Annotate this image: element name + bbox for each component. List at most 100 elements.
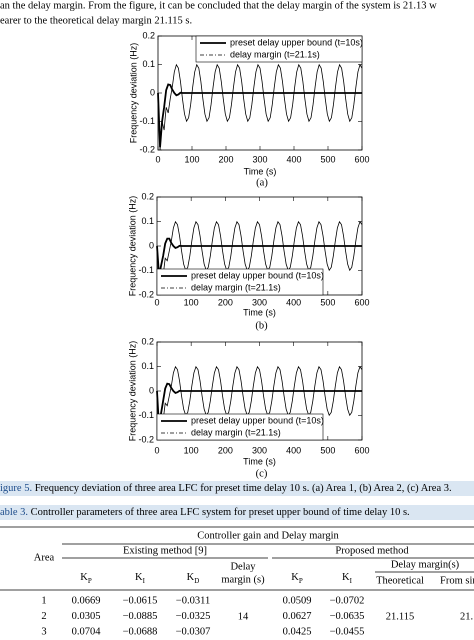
x-tick-label: 300: [252, 297, 267, 307]
y-axis-label: Frequency deviation (Hz): [127, 341, 137, 442]
y-tick-label: 0.1: [142, 59, 155, 69]
table-header: Controller gain and Delay margin: [197, 530, 339, 541]
table-cell: 21.1: [460, 611, 474, 622]
table-header: Theoretical: [376, 575, 424, 586]
y-tick-label: 0.2: [142, 30, 155, 40]
table-cell: −0.0455: [330, 626, 365, 637]
legend-label: preset delay upper bound (t=10s): [191, 270, 324, 280]
y-tick-label: 0.2: [141, 336, 154, 346]
table-cell: −0.0311: [176, 595, 210, 606]
table-header: Existing method [9]: [123, 545, 207, 556]
table-header: KP: [80, 572, 92, 584]
header-base: K: [80, 572, 88, 583]
legend-label: preset delay upper bound (t=10s): [230, 37, 363, 47]
table-header: Delay: [230, 561, 256, 572]
x-tick-label: 600: [354, 445, 369, 455]
data-line: [156, 220, 363, 291]
header-sub: P: [299, 577, 303, 585]
legend-label: delay margin (t=21.1s): [230, 49, 320, 59]
x-tick-label: 500: [320, 297, 335, 307]
x-tick-label: 0: [154, 297, 159, 307]
legend-box: [156, 268, 324, 296]
table-cell: 0.0704: [72, 626, 102, 637]
table-cell: −0.0635: [330, 611, 365, 622]
y-tick-label: -0.1: [138, 410, 154, 420]
header-base: K: [187, 572, 195, 583]
x-tick-label: 100: [184, 445, 199, 455]
figure-subcaption: (c): [256, 468, 268, 479]
x-tick-label: 200: [218, 297, 233, 307]
legend-box: [195, 35, 363, 63]
table-rules: [0, 526, 474, 591]
body-text: an the delay margin. From the figure, it…: [0, 0, 437, 11]
y-axis-label: Frequency deviation (Hz): [127, 196, 137, 297]
table-header: KI: [342, 572, 353, 584]
caption-label: igure 5.: [0, 483, 32, 494]
legend-label: delay margin (t=21.1s): [191, 282, 281, 292]
table-cell: −0.0307: [176, 626, 211, 637]
table-cell: −0.0702: [330, 595, 365, 606]
caption-text: Controller parameters of three area LFC …: [31, 507, 410, 518]
table-cell: 0.0627: [283, 611, 312, 622]
data-line: [156, 365, 363, 438]
x-tick-label: 600: [354, 297, 369, 307]
x-tick-label: 600: [354, 154, 369, 164]
x-tick-label: 400: [286, 154, 301, 164]
y-axis-label: Frequency deviation (Hz): [128, 43, 138, 144]
legend-box: [156, 413, 324, 441]
caption-text: Frequency deviation of three area LFC fo…: [35, 483, 452, 494]
y-tick-label: 0.1: [141, 216, 154, 226]
y-tick-label: -0.1: [139, 116, 155, 126]
x-tick-label: 300: [252, 154, 267, 164]
y-tick-label: 0: [149, 385, 154, 395]
y-tick-label: 0.1: [141, 361, 154, 371]
y-tick-label: -0.2: [138, 289, 154, 299]
table-cell: −0.0688: [123, 626, 158, 637]
table-cell: 0.0425: [283, 626, 312, 637]
y-tick-label: 0: [150, 87, 155, 97]
figure-subcaption: (b): [255, 320, 268, 331]
y-tick-label: -0.2: [139, 144, 155, 154]
table-cell: 0.0669: [72, 595, 101, 606]
table-header: KD: [187, 572, 200, 584]
y-tick-label: -0.1: [138, 265, 154, 275]
x-tick-label: 100: [184, 154, 199, 164]
x-axis-label: Time (s): [243, 307, 276, 317]
table-cell: 14: [238, 611, 249, 622]
body-text: earer to the theoretical delay margin 21…: [0, 15, 192, 26]
table-header: KI: [135, 572, 146, 584]
table-cell: −0.0885: [123, 611, 158, 622]
y-tick-label: 0: [149, 240, 154, 250]
y-tick-label: -0.2: [138, 434, 154, 444]
x-tick-label: 400: [286, 297, 301, 307]
x-tick-label: 0: [154, 445, 159, 455]
caption-band: [0, 505, 474, 520]
figure-caption: igure 5. Frequency deviation of three ar…: [0, 483, 452, 494]
header-sub: I: [350, 577, 353, 585]
table-cell: −0.0615: [123, 595, 158, 606]
table-cell: 0.0509: [283, 595, 312, 606]
table-cell: 1: [41, 595, 46, 606]
x-tick-label: 100: [184, 297, 199, 307]
header-base: K: [342, 572, 350, 583]
table-header: Delay margin(s): [391, 559, 460, 570]
table-header: margin (s): [221, 574, 265, 585]
table-cell: −0.0325: [176, 611, 211, 622]
legend-label: delay margin (t=21.1s): [191, 427, 281, 437]
header-base: K: [135, 572, 143, 583]
x-tick-label: 400: [286, 445, 301, 455]
caption-label: able 3.: [0, 507, 28, 518]
table-cell: 2: [41, 611, 46, 622]
x-tick-label: 300: [252, 445, 267, 455]
header-base: K: [291, 572, 299, 583]
table-header: From simul: [440, 575, 474, 586]
x-axis-label: Time (s): [244, 166, 277, 176]
legend-label: preset delay upper bound (t=10s): [191, 415, 324, 425]
header-sub: P: [88, 577, 92, 585]
table-cell: 0.0305: [72, 611, 101, 622]
header-sub: D: [194, 577, 199, 585]
x-tick-label: 500: [320, 154, 335, 164]
table-caption: able 3. Controller parameters of three a…: [0, 507, 410, 518]
table-cell: 21.115: [386, 611, 415, 622]
